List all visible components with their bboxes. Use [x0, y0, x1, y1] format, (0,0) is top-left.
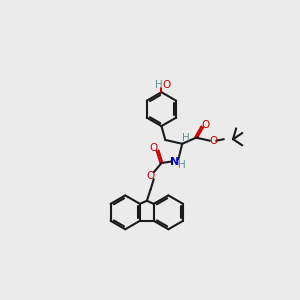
Text: H: H: [178, 160, 185, 170]
Text: H: H: [155, 80, 163, 89]
Text: N: N: [170, 157, 179, 167]
Text: O: O: [150, 143, 158, 153]
Text: O: O: [209, 136, 217, 146]
Text: O: O: [162, 80, 170, 89]
Text: H: H: [182, 133, 190, 142]
Text: O: O: [201, 119, 209, 130]
Text: O: O: [146, 171, 155, 181]
